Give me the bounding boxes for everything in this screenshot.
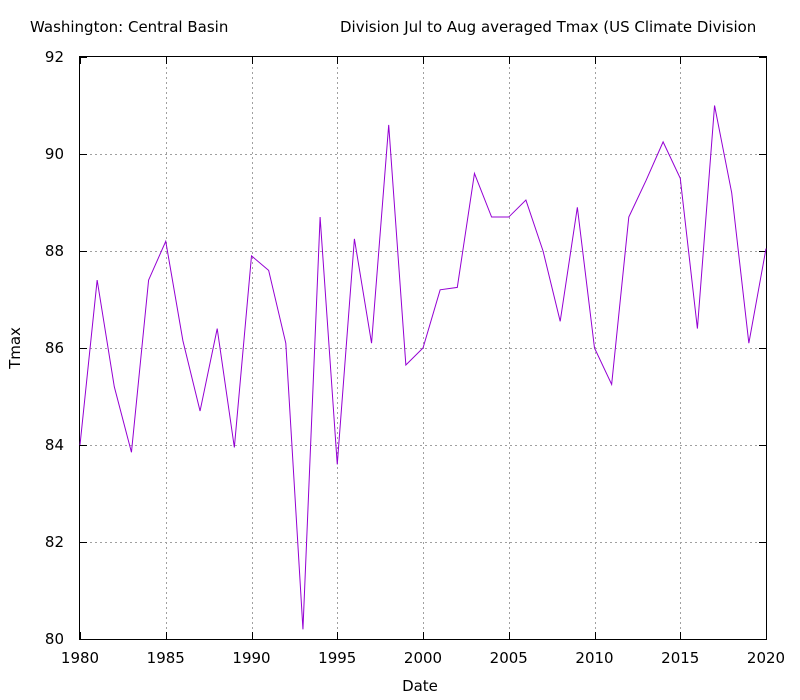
x-tick-labels: 1980 1985 1990 1995 2000 2005 2010 2015 2020 xyxy=(61,649,785,667)
x-tick-label: 2000 xyxy=(404,649,442,667)
x-tick-label: 2005 xyxy=(490,649,528,667)
y-tick-label: 88 xyxy=(45,242,64,260)
grid-lines xyxy=(80,57,766,639)
tmax-series-line xyxy=(79,105,767,630)
x-tick-label: 2020 xyxy=(747,649,785,667)
x-tick-label: 1995 xyxy=(318,649,356,667)
chart-title-left: Washington: Central Basin xyxy=(30,18,228,36)
y-tick-label: 90 xyxy=(45,145,64,163)
y-axis-label: Tmax xyxy=(6,327,24,370)
x-tick-label: 1985 xyxy=(147,649,185,667)
x-tick-label: 2015 xyxy=(661,649,699,667)
plot-frame xyxy=(79,56,767,640)
x-tick-label: 2010 xyxy=(575,649,613,667)
axis-ticks xyxy=(80,57,767,640)
y-tick-label: 86 xyxy=(45,339,64,357)
y-tick-label: 82 xyxy=(45,533,64,551)
x-tick-label: 1980 xyxy=(61,649,99,667)
y-tick-label: 84 xyxy=(45,436,64,454)
x-tick-label: 1990 xyxy=(232,649,270,667)
y-tick-label: 92 xyxy=(45,48,64,66)
chart-title-right: Division Jul to Aug averaged Tmax (US Cl… xyxy=(340,18,756,36)
y-tick-labels: 80 82 84 86 88 90 92 xyxy=(45,48,64,648)
x-axis-label: Date xyxy=(402,677,438,695)
y-tick-label: 80 xyxy=(45,630,64,648)
